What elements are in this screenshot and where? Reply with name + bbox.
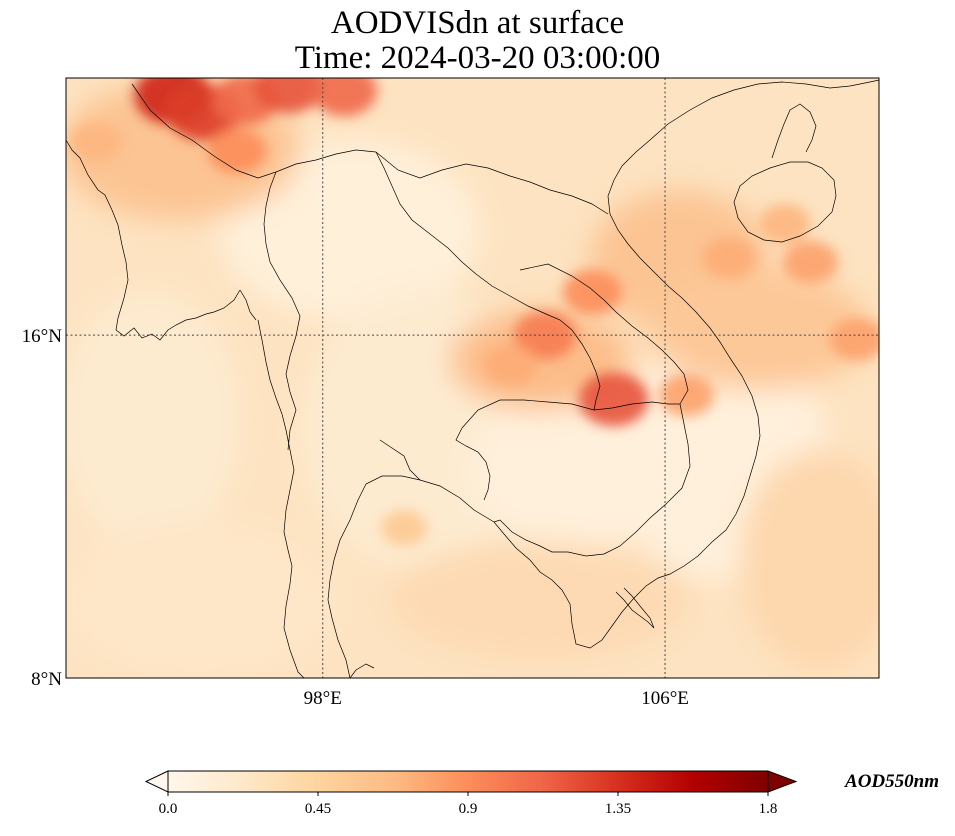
coastlines-borders [66,79,879,678]
colorbar: 0.0 0.45 0.9 1.35 1.8 AOD550nm [144,770,939,817]
coastline-leizhou [771,103,817,159]
aod-field [66,78,879,678]
border-laos-vietnam [375,151,689,405]
coastline-bay-of-bengal [66,139,241,341]
map-title: AODVISdn at surface [330,5,625,41]
border-myanmar-thailand [239,171,301,451]
aod-hotspot-4 [311,78,378,117]
colorbar-tick-label: 0.45 [305,801,331,817]
colorbar-tick-label: 0.9 [459,801,478,817]
axis-tick-labels: 98°E 106°E 16°N 8°N [22,326,689,709]
colorbar-tick-label: 1.8 [759,801,778,817]
aod-hotspot-10 [658,373,715,417]
map-frame [65,77,880,679]
aod-hotspot-16 [381,510,428,546]
aod-hotspot-3 [253,78,324,114]
lon-tick-label: 106°E [641,688,689,709]
aod-hotspot-7 [562,269,622,315]
border-myanmar-china [131,83,377,179]
border-laos-thailand [375,151,601,411]
aod-hotspot-11 [702,237,756,279]
coastline-malay-west [257,319,305,678]
border-thailand-cambodia [379,427,491,501]
aod-hotspot-14 [759,203,811,244]
aod-hotspot-9 [484,344,538,386]
lon-tick-label: 98°E [304,688,342,709]
aod-hotspot-12 [782,241,839,284]
colorbar-label: AOD550nm [844,771,939,792]
aod-hotspot-13 [830,318,879,361]
coastline-gulf-of-thailand [327,79,879,678]
border-malay-peninsula [349,663,375,678]
aod-background-variation [66,80,879,678]
lat-tick-label: 16°N [22,326,63,347]
lat-tick-label: 8°N [31,669,62,690]
colorbar-tick-label: 0.0 [159,801,178,817]
colorbar-ticks: 0.0 0.45 0.9 1.35 1.8 [159,792,778,817]
map-subtitle: Time: 2024-03-20 03:00:00 [294,40,661,76]
aod-hotspot-8 [578,372,649,427]
border-cambodia [461,399,691,557]
colorbar-max-extend [767,770,798,793]
colorbar-tick-label: 1.35 [605,801,631,817]
aod-hotspot-5 [207,128,267,174]
colorbar-bar [167,770,769,793]
coastline-mekong-delta [615,587,655,629]
colorbar-min-extend [144,770,169,793]
aod-hotspot-15 [70,122,122,163]
coastline-hainan [733,161,837,243]
aod-hotspot-6 [514,311,577,360]
gridlines [66,78,879,678]
